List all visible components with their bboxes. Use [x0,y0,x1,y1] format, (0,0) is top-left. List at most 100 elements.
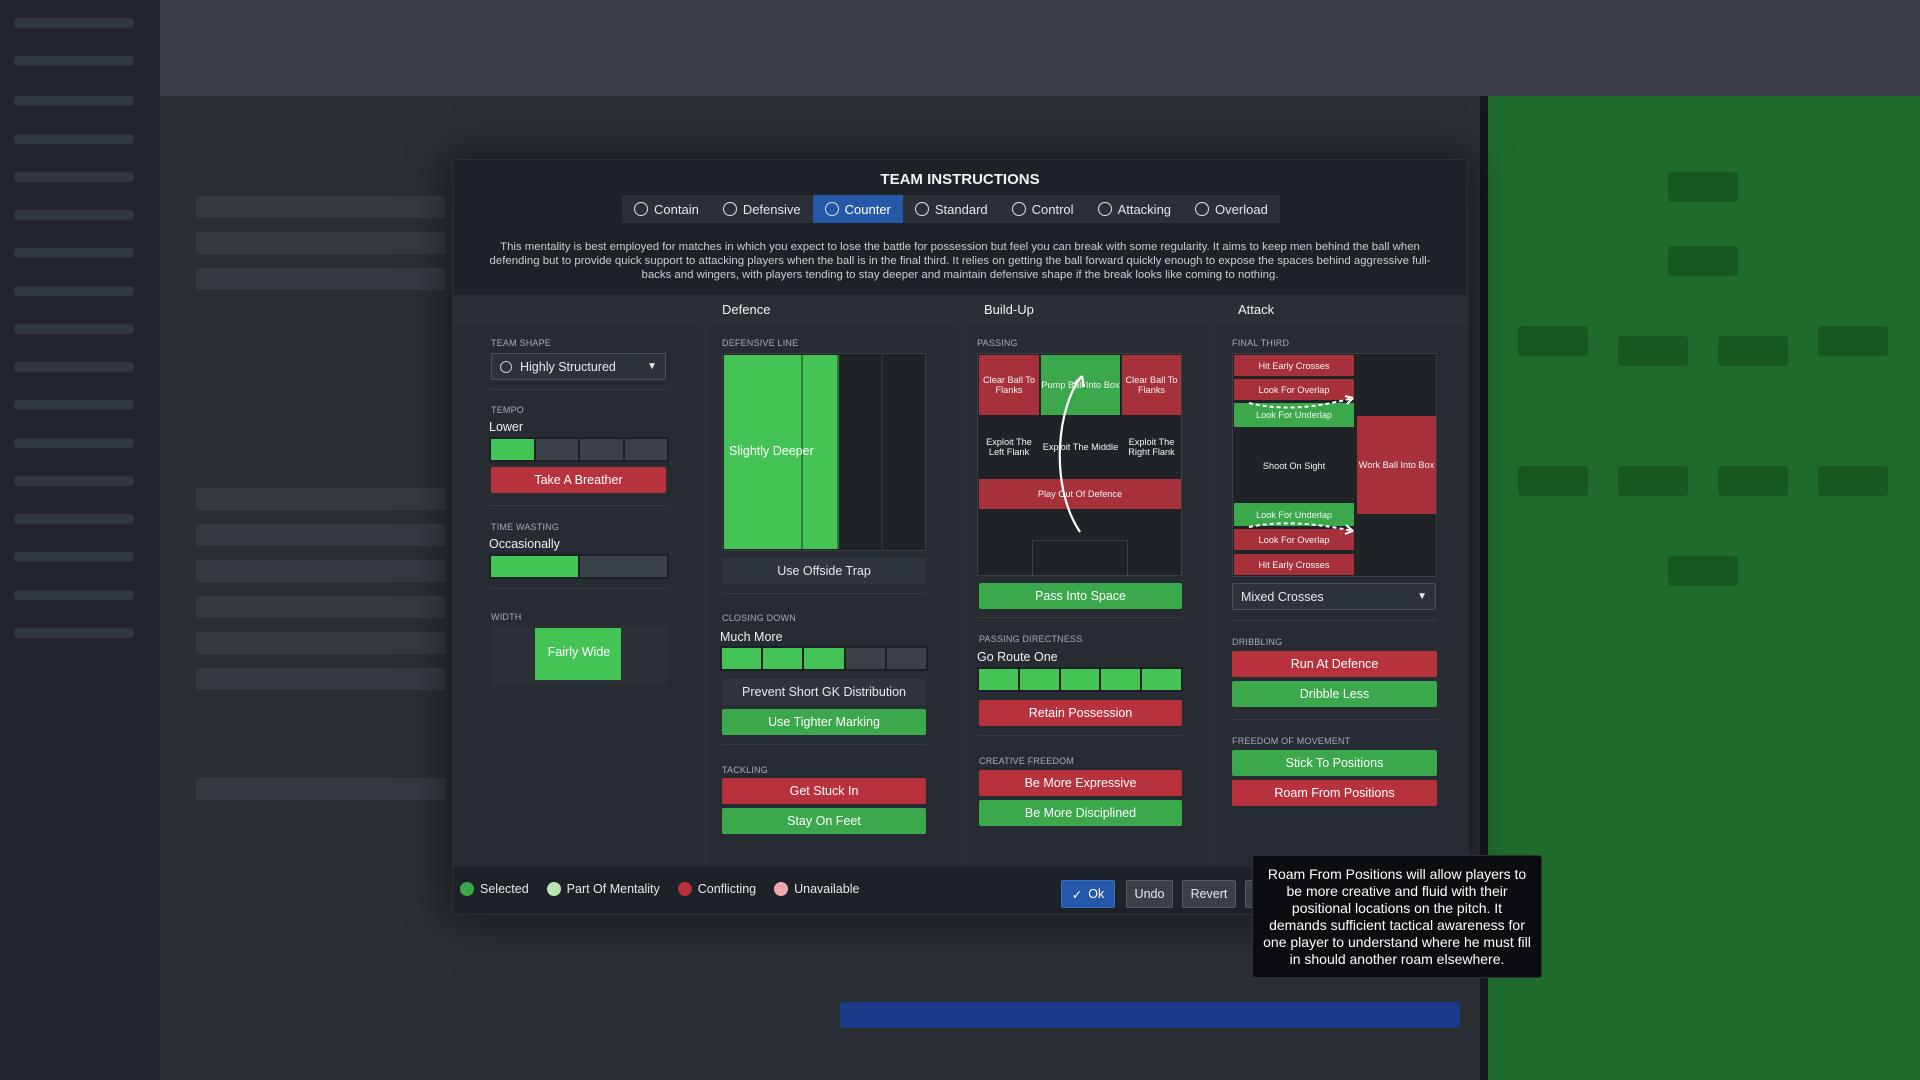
line-marker [881,355,883,549]
defence-header: Defence [722,302,771,317]
control-icon [1011,202,1026,216]
tighter-marking-button[interactable]: Use Tighter Marking [722,709,926,735]
roam-from-positions-button[interactable]: Roam From Positions [1232,780,1437,806]
mentality-tabs: Contain Defensive Counter Standard Contr… [622,195,1280,223]
passing-directness-value: Go Route One [977,650,1058,664]
be-more-expressive-button[interactable]: Be More Expressive [979,770,1182,796]
instruction-columns: Defence Build-Up Attack TEAM SHAPE Highl… [453,295,1469,866]
divider [489,389,667,390]
play-out-of-defence-cell[interactable]: Play Out Of Defence [979,479,1181,509]
tab-overload[interactable]: Overload [1183,195,1280,223]
take-a-breather-button[interactable]: Take A Breather [491,467,666,493]
slider-segment [1142,669,1181,690]
shoot-on-sight-cell[interactable]: Shoot On Sight [1262,461,1326,471]
tab-standard[interactable]: Standard [903,195,1000,223]
stick-to-positions-button[interactable]: Stick To Positions [1232,750,1437,776]
undo-button[interactable]: Undo [1126,880,1173,908]
background-topbar [160,0,1920,96]
pass-into-space-button[interactable]: Pass Into Space [979,583,1182,609]
be-more-disciplined-button[interactable]: Be More Disciplined [979,800,1182,826]
defensive-line-pitch[interactable]: Slightly Deeper [722,353,926,551]
exploit-left-cell[interactable]: Exploit The Left Flank [986,437,1032,457]
divider [489,588,667,589]
prevent-gk-distribution-button[interactable]: Prevent Short GK Distribution [722,679,926,705]
dribble-less-button[interactable]: Dribble Less [1232,681,1437,707]
look-for-overlap-bottom-cell[interactable]: Look For Overlap [1234,529,1354,550]
slider-segment [580,556,667,577]
retain-possession-button[interactable]: Retain Possession [979,700,1182,726]
tempo-slider[interactable] [489,437,669,462]
tempo-label: TEMPO [491,405,525,415]
penalty-area [1032,540,1128,576]
work-ball-into-box-cell[interactable]: Work Ball Into Box [1357,416,1436,514]
crossing-style-value: Mixed Crosses [1241,589,1324,604]
team-shape-icon [500,360,512,373]
pump-ball-cell[interactable]: Pump Ball Into Box [1041,355,1120,415]
attacking-icon [1097,202,1112,216]
creative-freedom-label: CREATIVE FREEDOM [979,756,1075,766]
mentality-description: This mentality is best employed for matc… [489,241,1431,281]
slider-segment [535,439,578,460]
width-label: WIDTH [491,612,522,622]
offside-trap-button[interactable]: Use Offside Trap [722,558,926,584]
background-sidebar [0,0,160,1080]
exploit-middle-cell[interactable]: Exploit The Middle [1042,442,1119,452]
run-at-defence-button[interactable]: Run At Defence [1232,651,1437,677]
tempo-value: Lower [489,420,524,434]
team-instructions-dialog: TEAM INSTRUCTIONS Contain Defensive Coun… [452,159,1469,915]
slider-segment [1060,669,1100,690]
tab-label: Contain [654,201,699,217]
legend-conflicting: Conflicting [677,882,756,896]
ok-button[interactable]: ✓ Ok [1061,880,1115,908]
divider [977,617,1182,618]
legend-part-of-mentality: Part Of Mentality [546,882,660,896]
width-selection [535,628,621,680]
closing-down-label: CLOSING DOWN [722,613,796,623]
slider-segment [491,439,534,460]
tab-label: Counter [844,201,891,217]
attack-header: Attack [1238,302,1275,317]
hit-early-crosses-bottom-cell[interactable]: Hit Early Crosses [1234,554,1354,575]
dialog-title: TEAM INSTRUCTIONS [880,171,1040,188]
get-stuck-in-button[interactable]: Get Stuck In [722,778,926,804]
tab-attacking[interactable]: Attacking [1086,195,1183,223]
look-for-underlap-bottom-cell[interactable]: Look For Underlap [1234,503,1354,526]
slider-segment [804,648,844,669]
width-pitch[interactable]: Fairly Wide [491,626,667,682]
check-icon: ✓ [1071,887,1083,902]
defence-column: DEFENSIVE LINE Slightly Deeper Use Offsi… [707,325,959,866]
tab-defensive[interactable]: Defensive [711,195,813,223]
legend-label: Unavailable [794,882,860,896]
look-for-overlap-top-cell[interactable]: Look For Overlap [1234,379,1354,400]
tab-control[interactable]: Control [1000,195,1086,223]
divider [1232,719,1437,720]
defensive-line-fill [724,355,838,549]
time-wasting-slider[interactable] [489,554,669,579]
stay-on-feet-button[interactable]: Stay On Feet [722,808,926,834]
passing-directness-label: PASSING DIRECTNESS [979,634,1083,644]
defensive-line-label: DEFENSIVE LINE [722,338,799,348]
legend: Selected Part Of Mentality Conflicting U… [460,882,859,896]
closing-down-slider[interactable] [720,646,928,671]
dribbling-label: DRIBBLING [1232,637,1283,647]
unavailable-dot-icon [774,882,789,896]
clear-ball-right-cell[interactable]: Clear Ball To Flanks [1122,355,1181,415]
tab-counter[interactable]: Counter [812,195,903,223]
tab-contain[interactable]: Contain [622,195,711,223]
divider [489,505,667,506]
slider-segment [1101,669,1141,690]
width-value: Fairly Wide [547,645,611,659]
defensive-line-value: Slightly Deeper [729,444,814,458]
clear-ball-left-cell[interactable]: Clear Ball To Flanks [979,355,1039,415]
part-of-mentality-dot-icon [546,882,561,896]
revert-button[interactable]: Revert [1182,880,1236,908]
tab-label: Attacking [1117,201,1172,217]
team-shape-dropdown[interactable]: Highly Structured ▼ [491,353,666,380]
crossing-style-dropdown[interactable]: Mixed Crosses ▼ [1232,583,1436,610]
exploit-right-cell[interactable]: Exploit The Right Flank [1128,437,1175,457]
passing-directness-slider[interactable] [977,667,1183,692]
closing-down-value: Much More [720,630,783,644]
hit-early-crosses-top-cell[interactable]: Hit Early Crosses [1234,355,1354,376]
divider [977,735,1182,736]
shield-icon [722,202,737,216]
